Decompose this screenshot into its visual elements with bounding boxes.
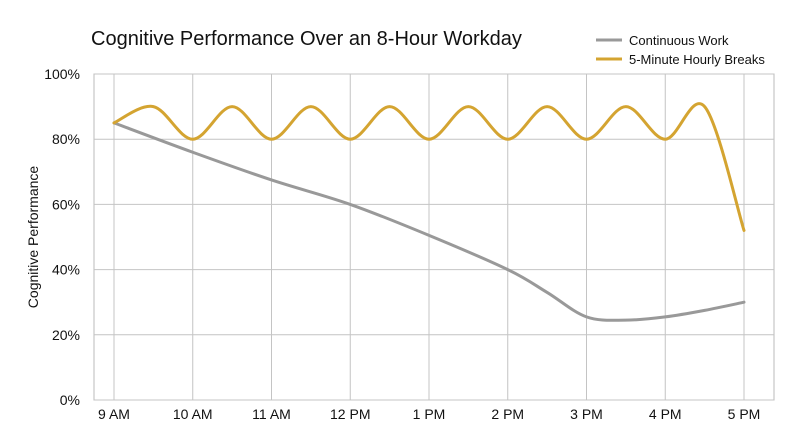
x-axis-tick-labels: 9 AM 10 AM 11 AM 12 PM 1 PM 2 PM 3 PM 4 PM 5 PM bbox=[98, 406, 760, 422]
y-axis-label: Cognitive Performance bbox=[25, 166, 41, 309]
gridlines bbox=[94, 73, 774, 401]
chart-title: Cognitive Performance Over an 8-Hour Wor… bbox=[91, 28, 522, 50]
x-tick-label: 5 PM bbox=[728, 406, 761, 422]
y-tick-label: 80% bbox=[52, 131, 80, 147]
x-tick-label: 12 PM bbox=[330, 406, 370, 422]
series-line-1 bbox=[112, 121, 746, 322]
y-axis-tick-labels: 0% 20% 40% 60% 80% 100% bbox=[44, 66, 80, 408]
y-tick-label: 40% bbox=[52, 262, 80, 278]
y-tick-label: 20% bbox=[52, 327, 80, 343]
x-tick-label: 4 PM bbox=[649, 406, 682, 422]
x-tick-label: 2 PM bbox=[491, 406, 524, 422]
y-tick-label: 0% bbox=[60, 392, 80, 408]
y-tick-label: 60% bbox=[52, 196, 80, 212]
x-tick-label: 11 AM bbox=[252, 406, 291, 422]
legend-label: 5-Minute Hourly Breaks bbox=[629, 52, 765, 67]
legend: Continuous Work 5-Minute Hourly Breaks bbox=[596, 33, 765, 67]
series-line-2 bbox=[112, 102, 746, 232]
y-tick-label: 100% bbox=[44, 66, 80, 82]
legend-label: Continuous Work bbox=[629, 33, 729, 48]
x-tick-label: 9 AM bbox=[98, 406, 130, 422]
x-tick-label: 10 AM bbox=[173, 406, 213, 422]
x-tick-label: 1 PM bbox=[413, 406, 446, 422]
x-tick-label: 3 PM bbox=[570, 406, 603, 422]
series-layer bbox=[112, 102, 746, 322]
